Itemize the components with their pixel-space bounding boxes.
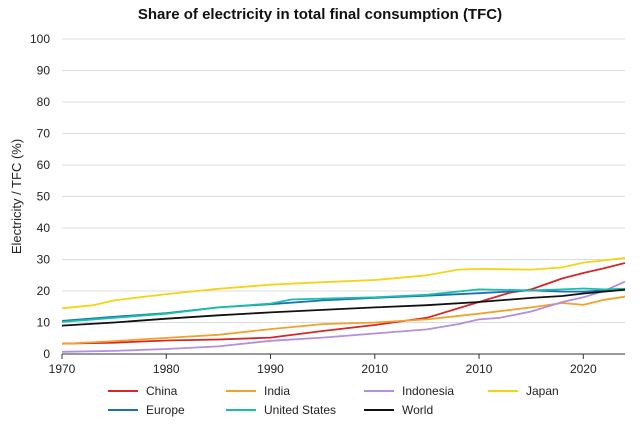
- y-tick-label: 20: [37, 284, 51, 298]
- x-tick-label: 2020: [570, 362, 597, 376]
- y-tick-label: 50: [37, 190, 51, 204]
- series-line-world: [61, 288, 626, 327]
- series-line-japan: [61, 257, 626, 310]
- legend-label: World: [402, 403, 433, 417]
- x-tick-label: 1980: [153, 362, 180, 376]
- y-tick-label: 0: [43, 347, 50, 361]
- series-line-india: [61, 295, 626, 345]
- legend-label: United States: [264, 403, 336, 417]
- y-tick-label: 60: [37, 158, 51, 172]
- x-tick-label: 1990: [257, 362, 284, 376]
- legend: China India Indonesia Japan Europe United Sta…: [108, 384, 559, 417]
- x-tick-label: 2010: [466, 362, 493, 376]
- y-tick-label: 90: [37, 64, 51, 78]
- x-axis-ticks: 1970 1980 1990 2010 2010 2020: [49, 354, 597, 376]
- y-tick-label: 100: [30, 32, 50, 46]
- series-line-united-states: [61, 287, 626, 323]
- x-tick-label: 1970: [49, 362, 76, 376]
- y-tick-label: 40: [37, 221, 51, 235]
- series-line-europe: [61, 288, 626, 322]
- series-line-china: [61, 262, 626, 345]
- y-axis-ticks: 0 10 20 30 40 50 60 70 80 90 100: [30, 32, 50, 361]
- series-line-indonesia: [61, 280, 626, 353]
- gridlines: [62, 38, 625, 323]
- legend-label: Europe: [146, 403, 185, 417]
- series-lines: [61, 257, 626, 353]
- legend-label: China: [146, 384, 178, 398]
- x-tick-label: 2010: [361, 362, 388, 376]
- chart-title: Share of electricity in total final cons…: [137, 6, 503, 23]
- y-tick-label: 10: [37, 316, 51, 330]
- legend-label: Indonesia: [402, 384, 454, 398]
- y-tick-label: 80: [37, 95, 51, 109]
- legend-label: India: [264, 384, 290, 398]
- legend-label: Japan: [526, 384, 559, 398]
- y-tick-label: 30: [37, 253, 51, 267]
- y-tick-label: 70: [37, 127, 51, 141]
- y-axis-label: Electricity / TFC (%): [9, 139, 24, 254]
